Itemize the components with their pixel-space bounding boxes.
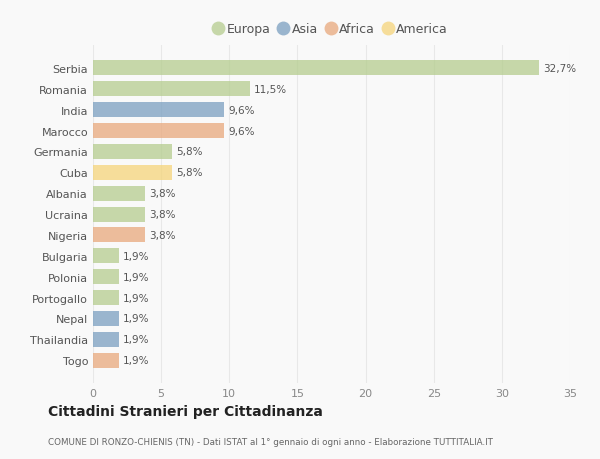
- Text: 1,9%: 1,9%: [123, 335, 149, 345]
- Text: 9,6%: 9,6%: [228, 106, 254, 115]
- Bar: [93, 249, 119, 264]
- Bar: [93, 353, 119, 368]
- Text: 5,8%: 5,8%: [176, 168, 203, 178]
- Bar: [93, 228, 145, 243]
- Bar: [93, 207, 145, 222]
- Text: 1,9%: 1,9%: [123, 355, 149, 365]
- Bar: [93, 103, 224, 118]
- Text: 3,8%: 3,8%: [149, 210, 175, 219]
- Text: 1,9%: 1,9%: [123, 314, 149, 324]
- Text: 9,6%: 9,6%: [228, 126, 254, 136]
- Text: 5,8%: 5,8%: [176, 147, 203, 157]
- Text: 3,8%: 3,8%: [149, 230, 175, 241]
- Text: 3,8%: 3,8%: [149, 189, 175, 199]
- Bar: [93, 165, 172, 180]
- Bar: [93, 61, 539, 76]
- Text: COMUNE DI RONZO-CHIENIS (TN) - Dati ISTAT al 1° gennaio di ogni anno - Elaborazi: COMUNE DI RONZO-CHIENIS (TN) - Dati ISTA…: [48, 437, 493, 446]
- Text: 1,9%: 1,9%: [123, 251, 149, 261]
- Bar: [93, 124, 224, 139]
- Bar: [93, 145, 172, 160]
- Bar: [93, 311, 119, 326]
- Text: 1,9%: 1,9%: [123, 272, 149, 282]
- Legend: Europa, Asia, Africa, America: Europa, Asia, Africa, America: [210, 18, 453, 41]
- Bar: [93, 186, 145, 201]
- Bar: [93, 332, 119, 347]
- Text: 32,7%: 32,7%: [543, 64, 576, 74]
- Bar: [93, 82, 250, 97]
- Bar: [93, 269, 119, 285]
- Bar: [93, 291, 119, 305]
- Text: Cittadini Stranieri per Cittadinanza: Cittadini Stranieri per Cittadinanza: [48, 404, 323, 419]
- Text: 1,9%: 1,9%: [123, 293, 149, 303]
- Text: 11,5%: 11,5%: [254, 84, 287, 95]
